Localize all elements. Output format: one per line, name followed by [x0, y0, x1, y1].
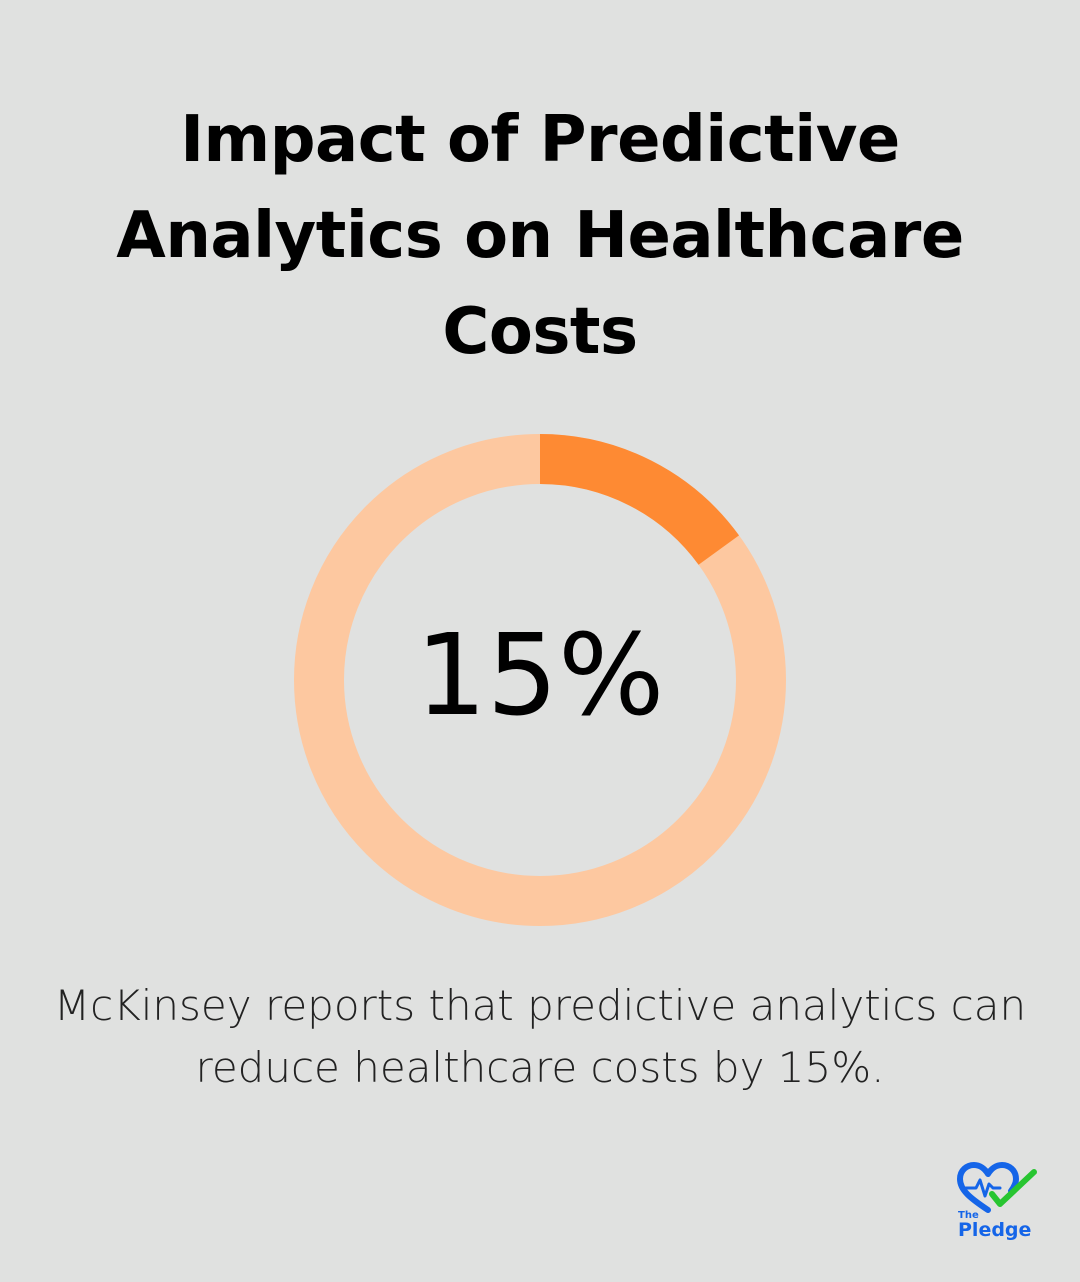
chart-title: Impact of Predictive Analytics on Health… — [116, 103, 964, 369]
donut-value-slice — [539, 434, 740, 566]
logo-small-text: The — [958, 1210, 979, 1221]
heart-checkmark-icon — [957, 1162, 1037, 1213]
logo: The Pledge — [957, 1162, 1037, 1241]
center-value-label: 15% — [416, 611, 665, 741]
caption-text: McKinsey reports that predictive analyti… — [53, 981, 1027, 1092]
logo-wordmark: Pledge — [958, 1219, 1031, 1241]
